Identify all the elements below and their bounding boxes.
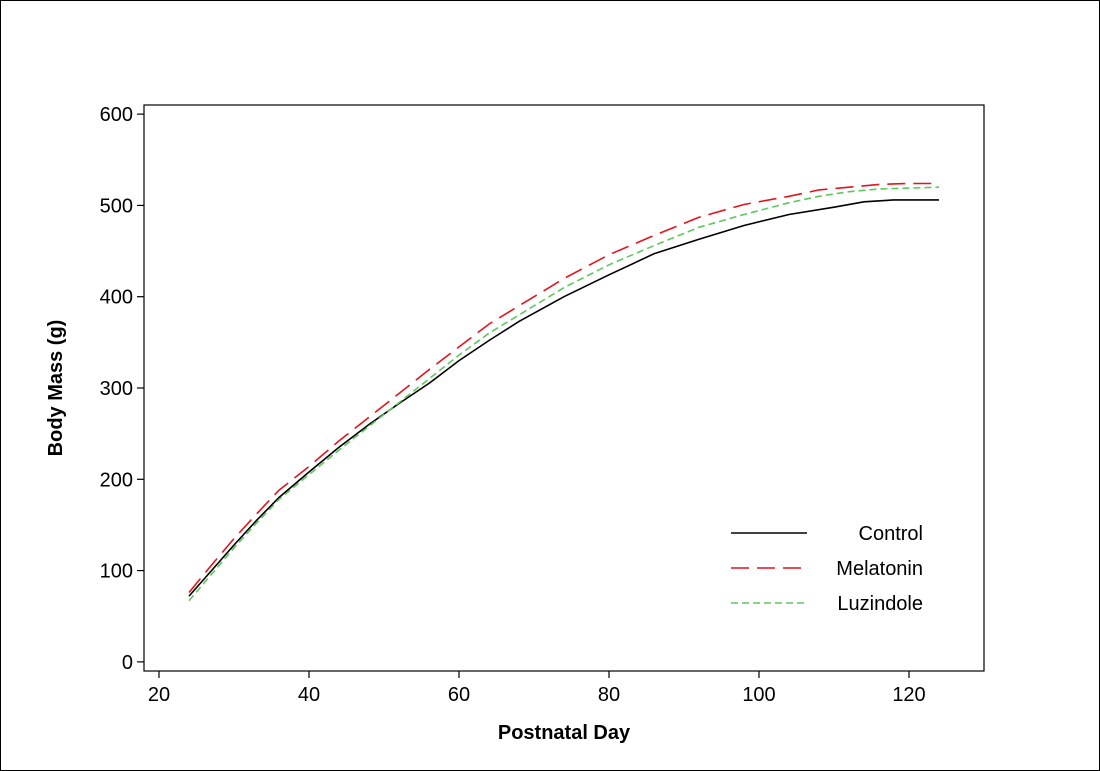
y-tick-label: 100 (100, 561, 133, 583)
legend-label: Melatonin (836, 558, 923, 580)
series-lines (188, 182, 940, 602)
x-tick-label: 20 (148, 684, 170, 706)
y-tick-label: 600 (100, 104, 133, 126)
y-tick-label: 500 (100, 195, 133, 217)
y-tick-label: 0 (122, 652, 133, 674)
x-tick-label: 40 (298, 684, 320, 706)
legend-label: Control (859, 523, 923, 545)
plot-area-border (143, 104, 985, 672)
y-axis: 0 100 200 300 400 500 600 (100, 104, 144, 674)
legend: Control Melatonin Luzindole (731, 523, 923, 615)
series-line-control (188, 199, 939, 597)
x-axis: 20 40 60 80 100 120 (148, 671, 926, 706)
y-tick-label: 400 (100, 287, 133, 309)
x-tick-label: 120 (892, 684, 925, 706)
x-tick-label: 100 (742, 684, 775, 706)
series-line-melatonin (188, 182, 939, 594)
x-tick-label: 60 (448, 684, 470, 706)
legend-label: Luzindole (837, 593, 923, 615)
y-tick-label: 200 (100, 469, 133, 491)
y-axis-title: Body Mass (g) (45, 320, 67, 457)
x-tick-label: 80 (598, 684, 620, 706)
y-tick-label: 300 (100, 378, 133, 400)
x-axis-title: Postnatal Day (498, 722, 631, 744)
series-line-luzindole (188, 186, 940, 602)
